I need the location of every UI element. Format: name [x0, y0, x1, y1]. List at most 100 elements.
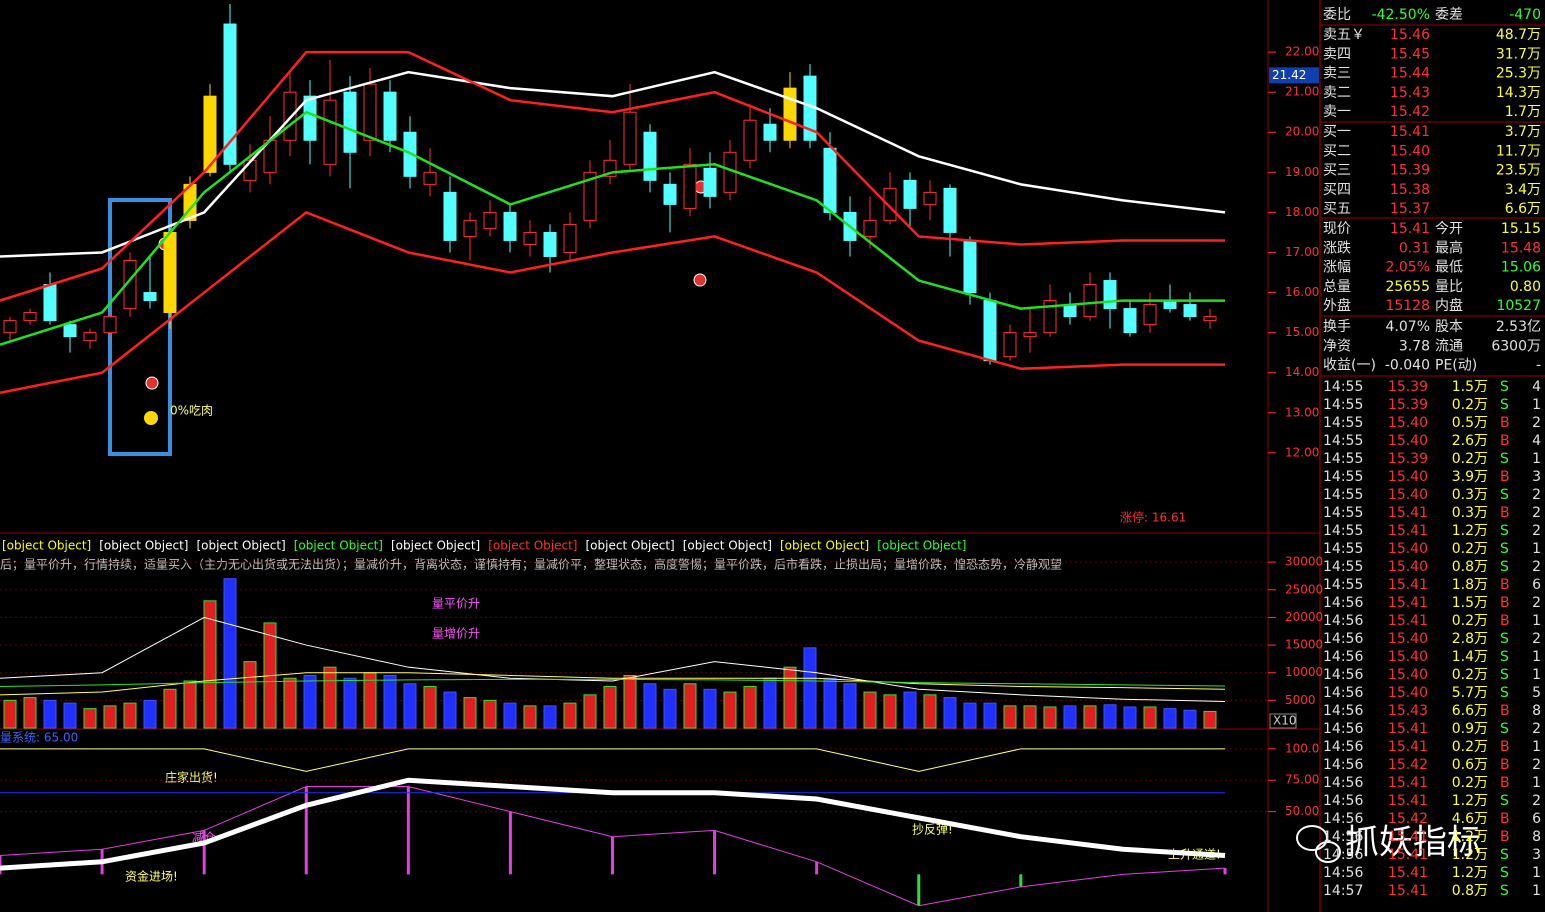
volume-bar: [763, 677, 777, 729]
candle-body: [423, 171, 437, 185]
quote-cell: 1.2万: [1452, 523, 1488, 539]
quote-cell: 买二: [1323, 143, 1351, 159]
quote-cell: 换手: [1323, 318, 1351, 335]
volume-bar: [783, 666, 797, 729]
quote-cell: 1.7万: [1505, 104, 1541, 120]
candle-body: [23, 312, 37, 322]
quote-cell: 流通: [1435, 338, 1463, 354]
scale-label: X10: [1273, 714, 1297, 728]
y-tick-label: 20.00: [1285, 125, 1319, 139]
quote-cell: 涨幅: [1323, 260, 1351, 276]
quote-cell: B: [1500, 415, 1510, 431]
quote-cell: 1: [1532, 613, 1541, 629]
quote-cell: 1.5万: [1452, 595, 1488, 611]
quote-cell: 0.2万: [1452, 775, 1488, 791]
quote-cell: 14:56: [1323, 631, 1363, 647]
quote-cell: 14:56: [1323, 685, 1363, 701]
quote-cell: 14:55: [1323, 397, 1363, 413]
candle-body: [863, 219, 877, 237]
candle-body: [503, 211, 517, 241]
quote-cell: 15.40: [1388, 415, 1428, 431]
y-tick-label: 5000: [1285, 693, 1316, 707]
quote-cell: 15.06: [1501, 260, 1541, 276]
quote-cell: 1: [1532, 397, 1541, 413]
quote-cell: B: [1500, 739, 1510, 755]
y-tick-label: 14.00: [1285, 365, 1319, 379]
y-tick-label: 16.00: [1285, 285, 1319, 299]
quote-cell: 2: [1532, 505, 1541, 521]
volume-bar: [303, 674, 317, 729]
quote-cell: 14:55: [1323, 523, 1363, 539]
quote-cell: 1: [1532, 775, 1541, 791]
quote-cell: S: [1500, 451, 1509, 467]
quote-cell: 股本: [1435, 319, 1463, 335]
volume-bar: [1063, 705, 1077, 729]
candle-body: [443, 191, 457, 241]
quote-cell: 15.40: [1390, 143, 1430, 159]
candle-body: [983, 300, 997, 362]
quote-cell: 卖四: [1323, 46, 1351, 62]
quote-cell: 15.37: [1390, 201, 1430, 217]
quote-cell: 14:56: [1323, 829, 1363, 845]
candle-body: [103, 316, 117, 334]
volume-bar: [963, 702, 977, 729]
volume-bar: [1043, 706, 1057, 729]
quote-cell: 14:55: [1323, 433, 1363, 449]
quote-cell: 0.5万: [1452, 415, 1488, 431]
quote-cell: B: [1500, 469, 1510, 485]
candle-body: [163, 231, 177, 314]
watermark-text: 抓妖指标: [1345, 823, 1481, 863]
quote-cell: 15.43: [1388, 703, 1428, 719]
quote-cell: 0.2万: [1452, 739, 1488, 755]
volume-bar: [363, 672, 377, 729]
line: [0, 672, 1226, 696]
quote-cell: 14:55: [1323, 415, 1363, 431]
quote-cell: 委差: [1435, 7, 1463, 23]
quote-cell: B: [1500, 577, 1510, 593]
candle-body: [1083, 284, 1097, 318]
quote-cell: S: [1500, 883, 1509, 899]
quote-cell: 15.40: [1388, 559, 1428, 575]
quote-cell: 15.43: [1390, 85, 1430, 101]
quote-cell: 1.2万: [1452, 847, 1488, 863]
y-tick-label: 18.00: [1285, 205, 1319, 219]
quote-cell: B: [1500, 811, 1510, 827]
watermark: 抓妖指标: [1296, 823, 1481, 863]
candle-body: [643, 131, 657, 181]
volume-bar: [23, 697, 37, 729]
quote-cell: 4.07%: [1386, 319, 1430, 335]
quote-cell: 23.5万: [1496, 163, 1541, 179]
quote-cell: 0.6万: [1452, 757, 1488, 773]
quote-cell: 6.6万: [1505, 201, 1541, 217]
info-text: [object Object]: [683, 539, 772, 553]
info-text: [object Object]: [586, 539, 675, 553]
quote-cell: 2: [1532, 559, 1541, 575]
y-tick-label: 19.00: [1285, 165, 1319, 179]
quote-cell: B: [1500, 829, 1510, 845]
line: [0, 785, 1226, 907]
y-tick-label: 25000: [1285, 582, 1323, 596]
line: [0, 50, 1225, 302]
quote-cell: 15.38: [1390, 182, 1430, 198]
volume-bar: [163, 688, 177, 729]
y-tick-label: 21.00: [1285, 85, 1319, 99]
quote-cell: 14:56: [1323, 739, 1363, 755]
volume-bar: [63, 702, 77, 729]
quote-cell: 15.41: [1388, 775, 1428, 791]
candle-body: [1103, 280, 1117, 310]
quote-cell: 15.42: [1388, 757, 1428, 773]
candle-body: [483, 211, 497, 229]
quote-cell: 今开: [1435, 221, 1463, 237]
candle-body: [963, 239, 977, 294]
candle-body: [923, 191, 937, 205]
y-tick-label: 30000: [1285, 555, 1323, 569]
volume-bar: [483, 699, 497, 729]
quote-cell: B: [1500, 505, 1510, 521]
quote-cell: 8: [1532, 703, 1541, 719]
candle-body: [523, 231, 537, 245]
quote-cell: 15.40: [1388, 469, 1428, 485]
quote-cell: S: [1500, 379, 1509, 395]
quote-cell: S: [1500, 631, 1509, 647]
quote-cell: 15.41: [1388, 613, 1428, 629]
